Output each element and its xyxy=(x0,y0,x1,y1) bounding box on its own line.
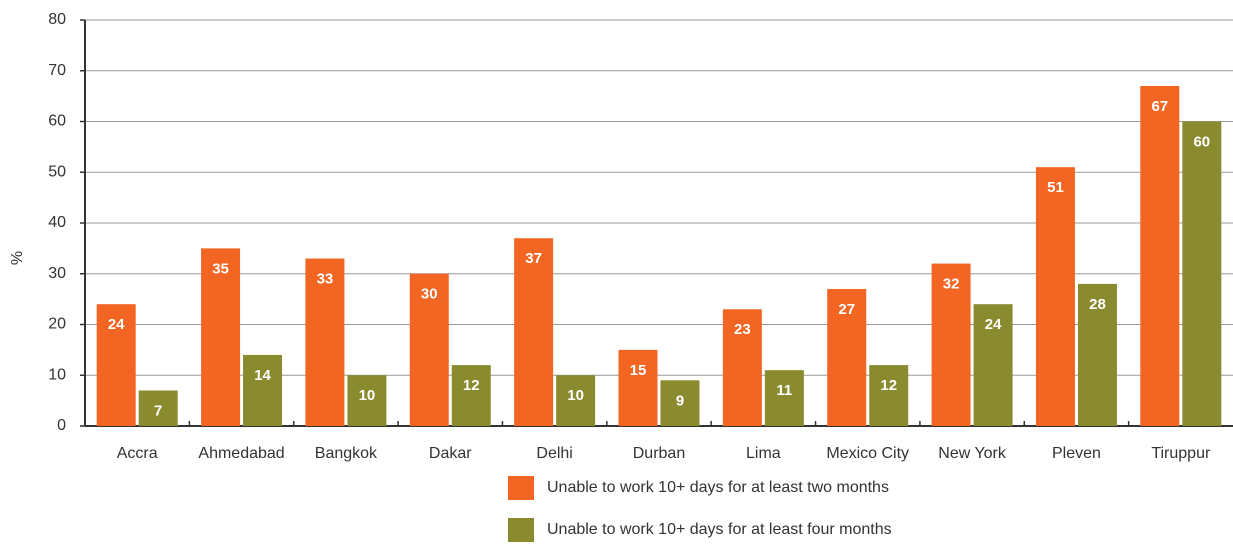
y-tick-label: 70 xyxy=(48,62,66,79)
y-tick-label: 20 xyxy=(48,316,66,333)
value-label: 33 xyxy=(317,270,334,287)
bar xyxy=(764,370,804,426)
value-label: 11 xyxy=(776,382,792,399)
value-label: 35 xyxy=(212,260,229,277)
value-label: 60 xyxy=(1193,133,1210,150)
legend-label: Unable to work 10+ days for at least two… xyxy=(547,479,889,496)
bar xyxy=(869,365,909,426)
bar xyxy=(618,349,658,426)
bar xyxy=(347,375,387,426)
bar xyxy=(201,248,241,426)
value-label: 10 xyxy=(567,387,584,404)
x-tick-label: New York xyxy=(938,445,1007,462)
bar xyxy=(305,258,345,426)
bar xyxy=(138,390,178,426)
value-label: 24 xyxy=(108,316,125,333)
value-label: 28 xyxy=(1089,296,1106,313)
x-tick-label: Dakar xyxy=(429,445,472,462)
x-tick-label: Lima xyxy=(746,445,781,462)
x-tick-label: Pleven xyxy=(1052,445,1101,462)
legend-swatch xyxy=(508,518,534,542)
value-label: 7 xyxy=(154,402,162,419)
value-label: 15 xyxy=(630,362,647,379)
x-tick-label: Bangkok xyxy=(315,445,378,462)
bar xyxy=(973,304,1013,426)
x-tick-label: Mexico City xyxy=(826,445,909,462)
value-label: 27 xyxy=(838,301,855,318)
bar xyxy=(556,375,596,426)
bar xyxy=(1140,85,1180,426)
y-tick-label: 80 xyxy=(48,11,66,28)
bar xyxy=(1035,167,1075,427)
value-label: 12 xyxy=(880,377,897,394)
bar xyxy=(451,365,491,426)
x-tick-label: Ahmedabad xyxy=(198,445,284,462)
value-label: 32 xyxy=(943,276,960,293)
bar xyxy=(660,380,700,426)
y-tick-label: 60 xyxy=(48,113,66,130)
y-tick-label: 40 xyxy=(48,214,66,231)
y-tick-label: 30 xyxy=(48,265,66,282)
value-label: 24 xyxy=(985,316,1002,333)
value-label: 12 xyxy=(463,377,480,394)
bar xyxy=(243,354,283,426)
y-axis-label: % xyxy=(9,251,26,265)
bar xyxy=(722,309,762,426)
legend-swatch xyxy=(508,476,534,500)
value-label: 30 xyxy=(421,286,438,303)
legend-label: Unable to work 10+ days for at least fou… xyxy=(547,521,892,538)
bar xyxy=(827,288,867,426)
x-tick-label: Delhi xyxy=(536,445,572,462)
bar xyxy=(1182,121,1222,426)
x-tick-label: Accra xyxy=(117,445,158,462)
value-label: 23 xyxy=(734,321,751,338)
bar xyxy=(409,273,449,426)
bar xyxy=(514,238,554,426)
y-tick-label: 10 xyxy=(48,366,66,383)
y-tick-label: 50 xyxy=(48,163,66,180)
bar xyxy=(1077,283,1117,426)
bar xyxy=(931,263,971,426)
x-tick-label: Tiruppur xyxy=(1151,445,1211,462)
value-label: 67 xyxy=(1151,98,1168,115)
y-tick-label: 0 xyxy=(57,417,66,434)
value-label: 14 xyxy=(254,367,271,384)
value-label: 10 xyxy=(359,387,376,404)
x-tick-label: Durban xyxy=(633,445,685,462)
bar xyxy=(96,304,136,426)
value-label: 51 xyxy=(1047,179,1064,196)
value-label: 37 xyxy=(525,250,542,267)
value-label: 9 xyxy=(676,392,684,409)
